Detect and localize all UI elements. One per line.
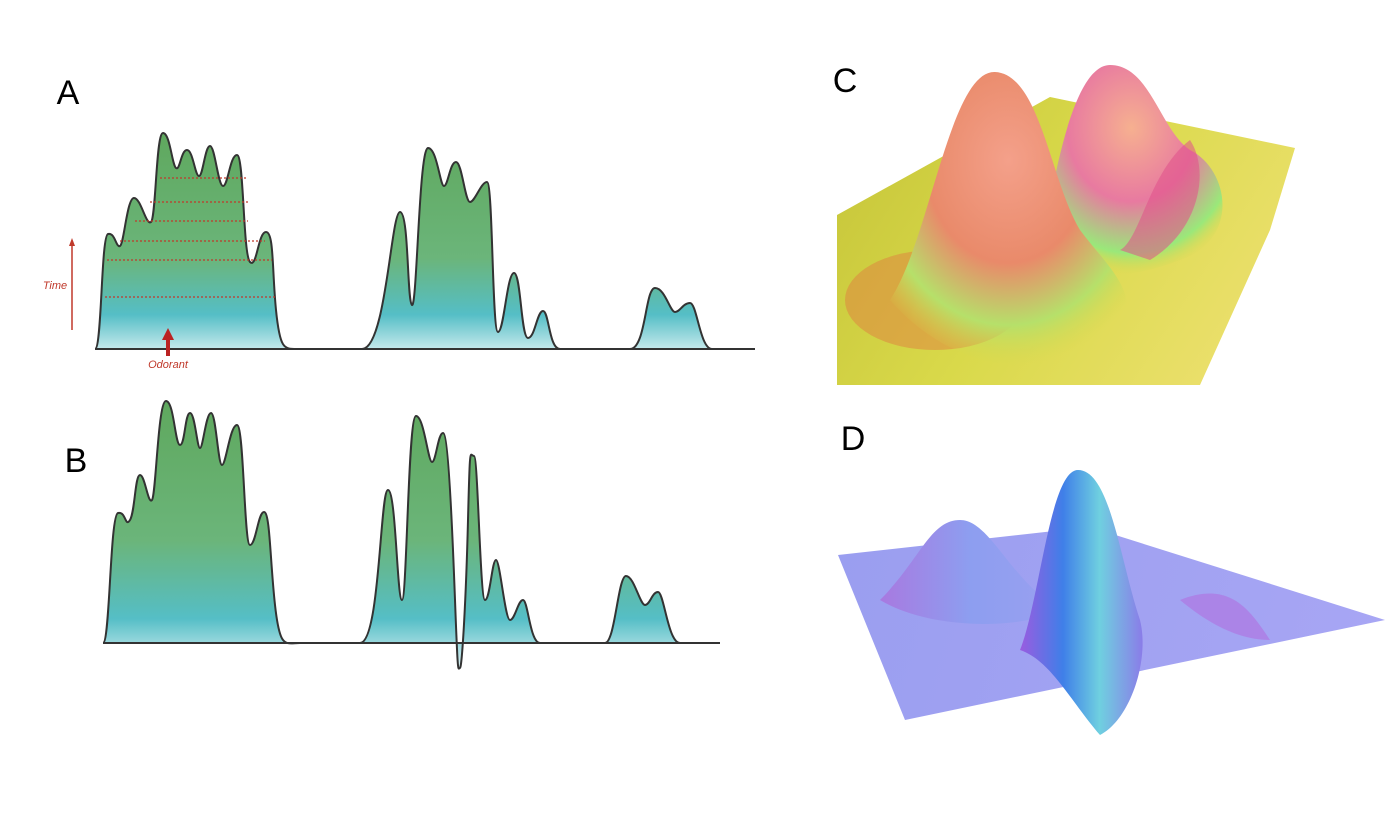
surface-plot xyxy=(838,470,1385,735)
panel-label: A xyxy=(57,74,80,112)
odorant-label: Odorant xyxy=(148,359,189,371)
odorant-arrowhead xyxy=(162,328,174,340)
time-levels xyxy=(105,177,275,298)
panel-label: C xyxy=(833,62,858,100)
response-curve xyxy=(102,399,720,670)
surface-plot xyxy=(837,65,1295,385)
panel-label: B xyxy=(65,442,88,480)
time-arrowhead xyxy=(69,238,75,246)
time-label: Time xyxy=(43,280,67,292)
panel-label: D xyxy=(841,420,866,458)
response-curve xyxy=(94,131,755,351)
